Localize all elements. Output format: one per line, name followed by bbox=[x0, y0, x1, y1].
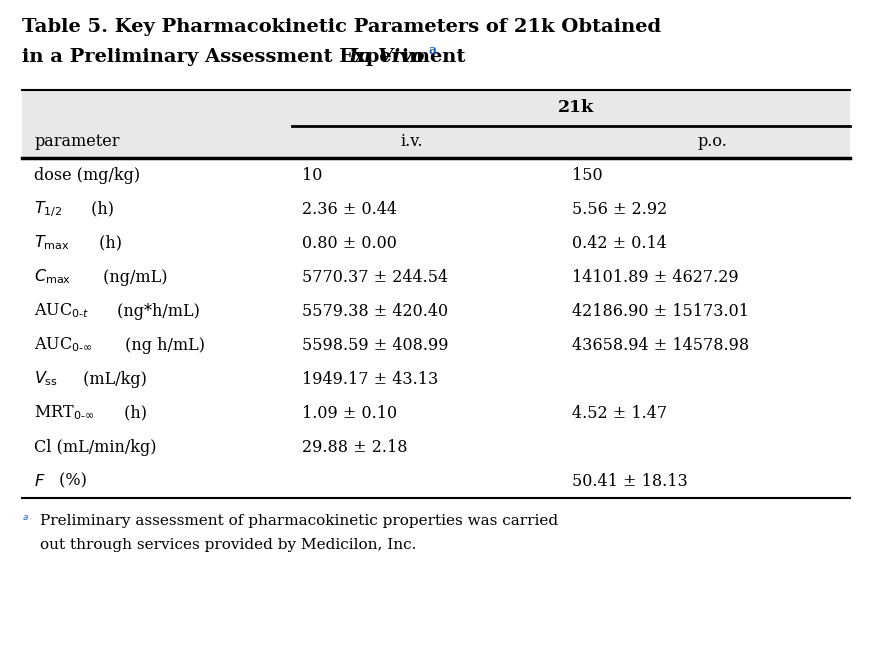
Text: 42186.90 ± 15173.01: 42186.90 ± 15173.01 bbox=[572, 303, 749, 319]
Text: parameter: parameter bbox=[34, 133, 119, 151]
Text: 150: 150 bbox=[572, 167, 603, 183]
Text: $C_{\mathrm{max}}$: $C_{\mathrm{max}}$ bbox=[34, 267, 72, 286]
Text: (h): (h) bbox=[94, 235, 122, 251]
Text: 10: 10 bbox=[302, 167, 323, 183]
Text: AUC$_{0\text{-}t}$: AUC$_{0\text{-}t}$ bbox=[34, 301, 90, 320]
Text: (ng/mL): (ng/mL) bbox=[98, 269, 167, 285]
Bar bbox=[22, 90, 850, 158]
Text: (%): (%) bbox=[54, 472, 87, 490]
Text: $T_{\mathrm{max}}$: $T_{\mathrm{max}}$ bbox=[34, 233, 70, 252]
Bar bbox=[22, 158, 850, 498]
Text: Cl (mL/min/kg): Cl (mL/min/kg) bbox=[34, 438, 156, 456]
Text: 4.52 ± 1.47: 4.52 ± 1.47 bbox=[572, 404, 667, 422]
Text: MRT$_{0\text{-}\infty}$: MRT$_{0\text{-}\infty}$ bbox=[34, 404, 94, 422]
Text: (ng*h/mL): (ng*h/mL) bbox=[112, 303, 200, 319]
Text: 50.41 ± 18.13: 50.41 ± 18.13 bbox=[572, 472, 688, 490]
Text: 43658.94 ± 14578.98: 43658.94 ± 14578.98 bbox=[572, 336, 749, 354]
Text: i.v.: i.v. bbox=[401, 133, 423, 151]
Text: $^a$: $^a$ bbox=[22, 514, 29, 527]
Text: p.o.: p.o. bbox=[697, 133, 727, 151]
Text: 5579.38 ± 420.40: 5579.38 ± 420.40 bbox=[302, 303, 448, 319]
Text: 14101.89 ± 4627.29: 14101.89 ± 4627.29 bbox=[572, 269, 739, 285]
Text: (ng h/mL): (ng h/mL) bbox=[120, 336, 205, 354]
Text: Preliminary assessment of pharmacokinetic properties was carried: Preliminary assessment of pharmacokineti… bbox=[40, 514, 558, 528]
Text: AUC$_{0\text{-}\infty}$: AUC$_{0\text{-}\infty}$ bbox=[34, 336, 92, 354]
Text: (mL/kg): (mL/kg) bbox=[78, 370, 146, 388]
Text: 0.80 ± 0.00: 0.80 ± 0.00 bbox=[302, 235, 397, 251]
Text: 0.42 ± 0.14: 0.42 ± 0.14 bbox=[572, 235, 667, 251]
Text: (h): (h) bbox=[86, 201, 114, 217]
Text: $V_{\mathrm{ss}}$: $V_{\mathrm{ss}}$ bbox=[34, 370, 58, 388]
Text: 2.36 ± 0.44: 2.36 ± 0.44 bbox=[302, 201, 397, 217]
Text: dose (mg/kg): dose (mg/kg) bbox=[34, 167, 140, 183]
Text: $T_{1/2}$: $T_{1/2}$ bbox=[34, 199, 62, 219]
Text: 1949.17 ± 43.13: 1949.17 ± 43.13 bbox=[302, 370, 439, 388]
Text: 21k: 21k bbox=[558, 99, 594, 117]
Text: 5770.37 ± 244.54: 5770.37 ± 244.54 bbox=[302, 269, 448, 285]
Text: in a Preliminary Assessment Experiment: in a Preliminary Assessment Experiment bbox=[22, 48, 472, 66]
Text: a: a bbox=[428, 44, 436, 57]
Text: In Vivo: In Vivo bbox=[348, 48, 425, 66]
Text: $F$: $F$ bbox=[34, 472, 45, 490]
Text: 5598.59 ± 408.99: 5598.59 ± 408.99 bbox=[302, 336, 448, 354]
Text: 1.09 ± 0.10: 1.09 ± 0.10 bbox=[302, 404, 397, 422]
Text: (h): (h) bbox=[119, 404, 147, 422]
Text: out through services provided by Medicilon, Inc.: out through services provided by Medicil… bbox=[40, 538, 416, 552]
Text: 5.56 ± 2.92: 5.56 ± 2.92 bbox=[572, 201, 667, 217]
Text: Table 5. Key Pharmacokinetic Parameters of 21k Obtained: Table 5. Key Pharmacokinetic Parameters … bbox=[22, 18, 661, 36]
Text: 29.88 ± 2.18: 29.88 ± 2.18 bbox=[302, 438, 407, 456]
